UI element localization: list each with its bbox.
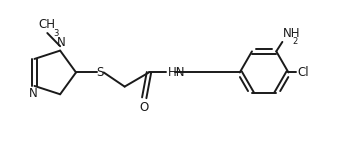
Text: 3: 3 bbox=[53, 29, 59, 38]
Text: HN: HN bbox=[168, 66, 185, 79]
Text: Cl: Cl bbox=[297, 66, 309, 79]
Text: N: N bbox=[57, 35, 65, 49]
Text: 2: 2 bbox=[293, 37, 298, 46]
Text: CH: CH bbox=[39, 18, 56, 31]
Text: NH: NH bbox=[283, 27, 300, 40]
Text: S: S bbox=[96, 66, 104, 79]
Text: O: O bbox=[140, 101, 149, 114]
Text: N: N bbox=[28, 87, 37, 100]
